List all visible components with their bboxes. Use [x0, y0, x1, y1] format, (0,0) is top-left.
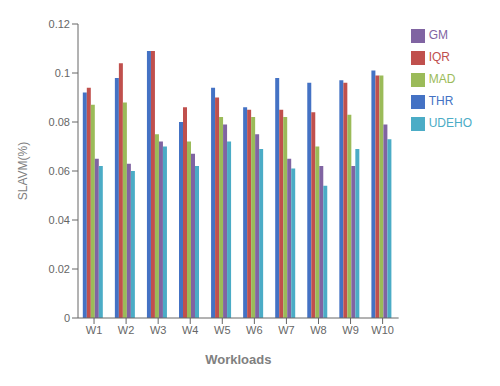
- html-text:GM: GM: [428, 28, 448, 42]
- svg-text:Workloads: Workloads: [205, 352, 271, 367]
- svg-text:0.08: 0.08: [49, 116, 70, 128]
- svg-text:0.06: 0.06: [49, 165, 70, 177]
- svg-text:W5: W5: [214, 324, 231, 336]
- svg-text:W2: W2: [118, 324, 135, 336]
- svg-text:W6: W6: [246, 324, 263, 336]
- svg-text:W10: W10: [371, 324, 394, 336]
- svg-text:0: 0: [64, 312, 70, 324]
- svg-text:0.04: 0.04: [49, 214, 70, 226]
- svg-text:W8: W8: [310, 324, 327, 336]
- svg-text:W9: W9: [342, 324, 359, 336]
- svg-text:W3: W3: [150, 324, 167, 336]
- svg-text:W7: W7: [278, 324, 295, 336]
- svg-text:SLAVM(%): SLAVM(%): [16, 142, 30, 200]
- html-text:MAD: MAD: [428, 72, 456, 86]
- html-text:THR: THR: [428, 94, 454, 108]
- svg-text:0.12: 0.12: [49, 18, 70, 30]
- html-text:IQR: IQR: [428, 50, 450, 64]
- svg-text:0.02: 0.02: [49, 263, 70, 275]
- svg-text:W4: W4: [182, 324, 199, 336]
- svg-text:W1: W1: [86, 324, 103, 336]
- svg-text:0.1: 0.1: [55, 67, 70, 79]
- html-text:UDEHO: UDEHO: [428, 116, 472, 130]
